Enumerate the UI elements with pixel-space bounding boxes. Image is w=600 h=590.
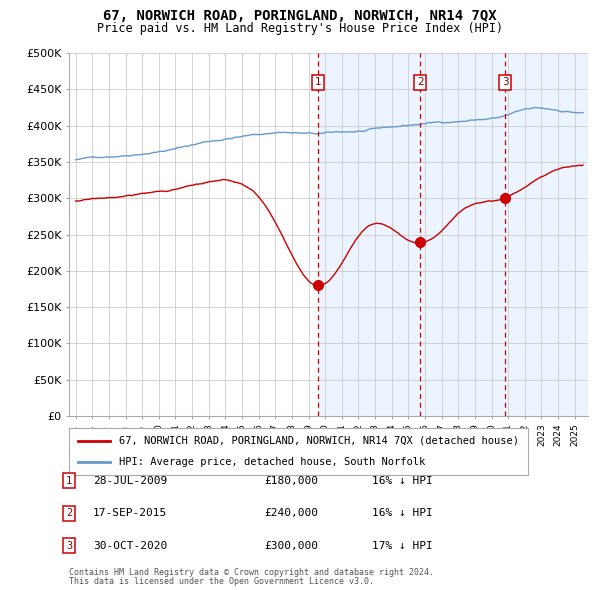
Text: Contains HM Land Registry data © Crown copyright and database right 2024.: Contains HM Land Registry data © Crown c… xyxy=(69,568,434,577)
Text: £300,000: £300,000 xyxy=(264,541,318,550)
Text: 1: 1 xyxy=(66,476,72,486)
Text: 67, NORWICH ROAD, PORINGLAND, NORWICH, NR14 7QX (detached house): 67, NORWICH ROAD, PORINGLAND, NORWICH, N… xyxy=(119,436,520,446)
Text: 17% ↓ HPI: 17% ↓ HPI xyxy=(372,541,433,550)
Text: 1: 1 xyxy=(315,77,322,87)
Text: HPI: Average price, detached house, South Norfolk: HPI: Average price, detached house, Sout… xyxy=(119,457,426,467)
Text: 2: 2 xyxy=(66,509,72,518)
Text: 3: 3 xyxy=(502,77,509,87)
Text: £180,000: £180,000 xyxy=(264,476,318,486)
Text: 16% ↓ HPI: 16% ↓ HPI xyxy=(372,509,433,518)
Text: 16% ↓ HPI: 16% ↓ HPI xyxy=(372,476,433,486)
Bar xyxy=(318,53,588,416)
Text: 67, NORWICH ROAD, PORINGLAND, NORWICH, NR14 7QX: 67, NORWICH ROAD, PORINGLAND, NORWICH, N… xyxy=(103,9,497,23)
Text: £240,000: £240,000 xyxy=(264,509,318,518)
Text: 28-JUL-2009: 28-JUL-2009 xyxy=(93,476,167,486)
Text: 3: 3 xyxy=(66,541,72,550)
Text: 30-OCT-2020: 30-OCT-2020 xyxy=(93,541,167,550)
Text: Price paid vs. HM Land Registry's House Price Index (HPI): Price paid vs. HM Land Registry's House … xyxy=(97,22,503,35)
Text: 17-SEP-2015: 17-SEP-2015 xyxy=(93,509,167,518)
Text: 2: 2 xyxy=(417,77,424,87)
Text: This data is licensed under the Open Government Licence v3.0.: This data is licensed under the Open Gov… xyxy=(69,577,374,586)
